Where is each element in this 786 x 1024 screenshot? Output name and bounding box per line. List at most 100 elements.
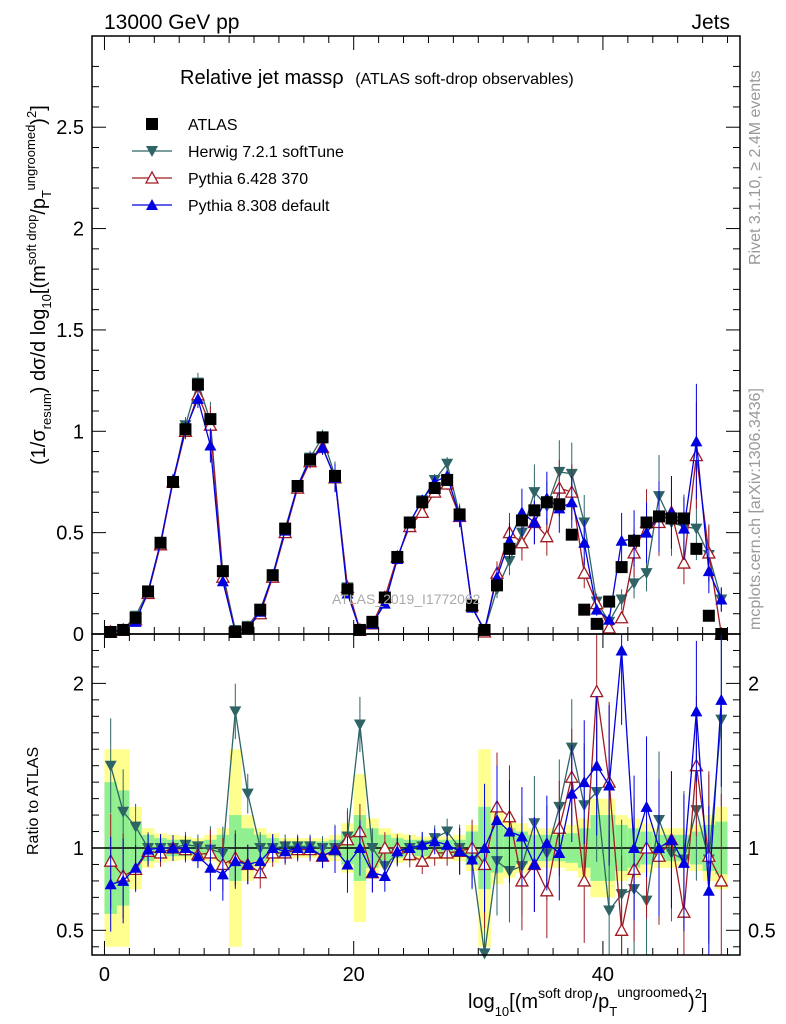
main-point-atlas xyxy=(266,569,279,582)
main-point-atlas xyxy=(453,508,466,521)
ratio-point-pythia8 xyxy=(590,759,603,771)
ratio-point-pythia8 xyxy=(154,842,167,853)
ratio-point-pythia8 xyxy=(603,779,616,791)
main-point-atlas xyxy=(428,482,441,495)
main-point-pythia6 xyxy=(539,529,554,543)
ratio-point-pythia8 xyxy=(179,842,192,853)
ratio-point-pythia8 xyxy=(628,842,641,853)
main-y-tick-label: 2 xyxy=(73,219,84,241)
ratio-y-axis-label: Ratio to ATLAS xyxy=(25,747,42,855)
ratio-point-pythia8 xyxy=(316,850,329,862)
main-y-tick-label: 1 xyxy=(73,421,84,443)
main-point-atlas xyxy=(291,480,304,493)
main-point-atlas xyxy=(154,536,167,549)
main-point-herwig xyxy=(640,568,653,580)
ratio-point-herwig xyxy=(117,806,130,818)
ratio-point-pythia6 xyxy=(589,684,604,698)
main-point-atlas xyxy=(503,542,516,555)
ratio-point-pythia8 xyxy=(266,842,279,853)
ratio-point-pythia8 xyxy=(441,838,454,850)
main-point-atlas xyxy=(603,595,616,608)
main-point-atlas xyxy=(478,623,491,636)
main-point-atlas xyxy=(142,585,155,598)
main-point-atlas xyxy=(129,611,142,624)
main-point-atlas xyxy=(578,603,591,616)
main-point-atlas xyxy=(665,512,678,525)
ratio-point-pythia8 xyxy=(653,842,665,853)
ratio-point-pythia6 xyxy=(714,873,729,887)
legend-marker-herwig xyxy=(146,146,158,157)
main-point-atlas xyxy=(565,528,578,541)
header-right: Jets xyxy=(691,11,730,34)
main-series xyxy=(103,372,729,640)
main-point-herwig xyxy=(441,458,454,470)
main-point-atlas xyxy=(316,431,329,444)
main-point-pythia6 xyxy=(614,610,629,624)
ratio-y-tick-label: 1 xyxy=(73,838,84,860)
legend: ATLAS Herwig 7.2.1 softTune Pythia 6.428 3… xyxy=(132,117,344,215)
main-point-atlas xyxy=(441,473,454,486)
main-point-atlas xyxy=(640,516,653,529)
ratio-point-pythia8 xyxy=(702,884,715,896)
ratio-point-pythia8 xyxy=(528,858,541,870)
main-point-atlas xyxy=(403,516,416,529)
main-point-atlas xyxy=(702,609,715,622)
main-point-pythia8 xyxy=(640,526,653,538)
ratio-point-pythia8 xyxy=(279,845,292,857)
main-point-pythia8 xyxy=(316,441,329,453)
ratio-point-pythia8 xyxy=(466,853,479,865)
ratio-y-tick-label: 2 xyxy=(73,673,84,695)
ratio-point-pythia8 xyxy=(640,800,653,812)
ratio-point-pythia8 xyxy=(578,776,591,788)
main-point-pythia6 xyxy=(514,535,530,549)
ratio-point-pythia8 xyxy=(540,837,553,849)
main-point-pythia8 xyxy=(615,534,628,546)
main-point-atlas xyxy=(341,583,354,596)
chart-title-main: Relative jet massρ xyxy=(180,67,344,89)
main-point-atlas xyxy=(391,550,404,563)
main-point-atlas xyxy=(167,475,179,488)
main-y-tick-label: 0 xyxy=(73,624,84,646)
ratio-y-tick-label-right: 1 xyxy=(748,838,759,860)
ratio-point-herwig xyxy=(353,719,366,731)
main-point-pythia6 xyxy=(577,565,592,579)
ratio-point-pythia8 xyxy=(416,838,429,850)
main-point-atlas xyxy=(117,623,130,636)
ratio-point-pythia8 xyxy=(341,858,354,870)
ratio-point-pythia8 xyxy=(204,861,217,873)
main-point-pythia8 xyxy=(565,496,578,508)
main-point-atlas xyxy=(279,522,292,535)
main-point-herwig xyxy=(690,523,703,535)
ratio-point-pythia8 xyxy=(615,644,628,656)
main-point-atlas xyxy=(229,625,242,638)
chart-title: Relative jet massρ (ATLAS soft-drop obse… xyxy=(180,67,574,89)
main-point-pythia8 xyxy=(528,516,541,528)
ratio-point-pythia6 xyxy=(614,922,629,936)
x-tick-label: 0 xyxy=(99,964,110,986)
main-point-pythia8 xyxy=(715,593,728,605)
ratio-point-pythia8 xyxy=(715,693,728,705)
legend-marker-pythia6 xyxy=(144,170,160,184)
ratio-frame xyxy=(91,633,741,956)
ratio-point-pythia8 xyxy=(453,845,466,857)
ratio-point-pythia8 xyxy=(291,842,304,853)
watermark: ATLAS_2019_I1772062 xyxy=(332,591,481,607)
main-line-pythia8 xyxy=(110,396,722,633)
main-point-pythia8 xyxy=(204,439,217,451)
x-tick-label: 40 xyxy=(592,964,614,986)
main-point-herwig xyxy=(528,487,541,499)
ratio-series xyxy=(103,634,729,960)
ratio-point-pythia6 xyxy=(577,873,592,887)
main-point-atlas xyxy=(304,453,317,466)
ratio-point-pythia8 xyxy=(129,861,142,873)
ratio-point-pythia8 xyxy=(515,830,528,842)
ratio-point-pythia8 xyxy=(478,842,491,853)
ratio-point-pythia8 xyxy=(503,825,516,837)
main-point-pythia8 xyxy=(216,575,229,587)
legend-label-pythia6: Pythia 6.428 370 xyxy=(188,171,308,188)
ratio-point-pythia8 xyxy=(366,866,379,878)
axes: 0 20 40 0 0.5 1 1.5 2 2.5 0.5 0.5 1 1 2 2 xyxy=(56,35,776,986)
ratio-point-pythia8 xyxy=(353,842,366,853)
main-point-atlas xyxy=(104,625,117,638)
main-point-atlas xyxy=(553,498,566,511)
